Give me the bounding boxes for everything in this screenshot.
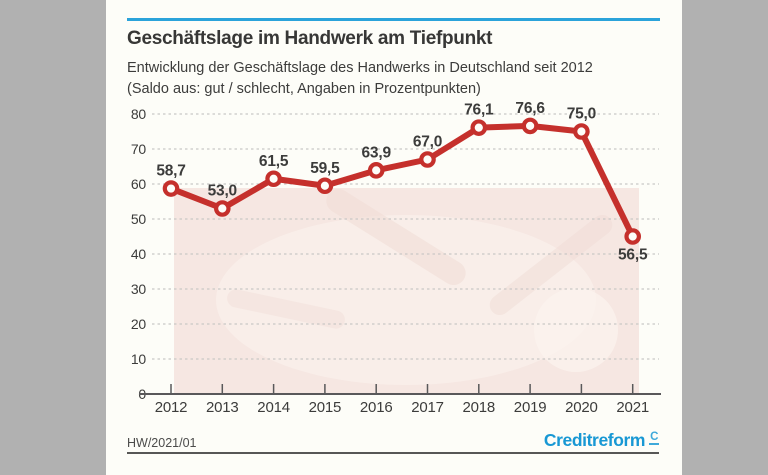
footer: HW/2021/01 Creditreform C bbox=[127, 430, 659, 451]
x-axis-label: 2021 bbox=[616, 399, 649, 416]
infographic-card: Geschäftslage im Handwerk am Tiefpunkt E… bbox=[106, 0, 682, 475]
watermark-shape bbox=[216, 215, 596, 385]
data-point-marker bbox=[419, 151, 436, 168]
x-axis-label: 2020 bbox=[565, 399, 598, 416]
creditreform-wordmark: Creditreform bbox=[543, 430, 646, 450]
top-accent-line bbox=[127, 18, 660, 21]
data-point-marker bbox=[162, 180, 180, 197]
x-axis-label: 2013 bbox=[206, 399, 239, 416]
watermark-shape bbox=[534, 288, 618, 372]
document-id: HW/2021/01 bbox=[127, 436, 197, 450]
y-axis-label: 40 bbox=[131, 246, 147, 262]
data-point-marker bbox=[367, 162, 385, 179]
creditreform-logo: Creditreform C bbox=[544, 430, 659, 451]
subtitle-line-1: Entwicklung der Geschäftslage des Handwe… bbox=[127, 60, 593, 76]
data-point-label: 58,7 bbox=[156, 163, 185, 180]
creditreform-c-mark: C bbox=[649, 431, 659, 445]
footer-rule bbox=[127, 452, 659, 454]
data-point-marker bbox=[265, 170, 282, 188]
x-axis-label: 2012 bbox=[155, 399, 188, 416]
x-axis-label: 2015 bbox=[309, 399, 342, 416]
y-axis-label: 20 bbox=[131, 316, 147, 332]
y-axis-label: 60 bbox=[131, 176, 147, 192]
watermark-shape bbox=[326, 188, 466, 286]
data-point-label: 76,1 bbox=[464, 102, 494, 119]
chart-subtitle: Entwicklung der Geschäftslage des Handwe… bbox=[127, 58, 667, 100]
x-axis-label: 2018 bbox=[463, 399, 496, 416]
watermark-shape bbox=[489, 214, 613, 316]
data-point-marker bbox=[521, 117, 539, 135]
y-axis-label: 30 bbox=[131, 281, 147, 297]
data-point-label: 61,5 bbox=[259, 153, 289, 170]
x-axis-label: 2016 bbox=[360, 399, 393, 416]
subtitle-line-2: (Saldo aus: gut / schlecht, Angaben in P… bbox=[127, 81, 481, 97]
y-axis-label: 80 bbox=[131, 106, 147, 122]
chart-title: Geschäftslage im Handwerk am Tiefpunkt bbox=[127, 28, 493, 49]
y-axis-label: 70 bbox=[131, 141, 147, 157]
line-chart: 0102030405060708020122013201420152016201… bbox=[131, 100, 661, 416]
x-axis-label: 2019 bbox=[514, 399, 547, 416]
data-point-marker bbox=[470, 119, 488, 136]
data-line bbox=[168, 122, 636, 240]
watermark-shape bbox=[227, 289, 345, 329]
data-point-label: 67,0 bbox=[413, 134, 442, 151]
data-point-label: 75,0 bbox=[567, 106, 596, 123]
data-point-label: 63,9 bbox=[362, 144, 392, 161]
x-axis-label: 2014 bbox=[257, 399, 290, 416]
data-point-marker bbox=[624, 228, 641, 245]
y-axis-label: 10 bbox=[131, 351, 147, 367]
data-point-label: 76,6 bbox=[515, 100, 545, 117]
data-point-marker bbox=[214, 200, 231, 217]
y-axis-label: 50 bbox=[131, 211, 147, 227]
data-point-label: 59,5 bbox=[310, 160, 340, 177]
data-point-marker bbox=[316, 177, 334, 195]
data-point-label: 53,0 bbox=[208, 183, 237, 200]
data-point-marker bbox=[573, 123, 590, 140]
x-axis-label: 2017 bbox=[411, 399, 444, 416]
data-point-label: 56,5 bbox=[618, 247, 648, 264]
